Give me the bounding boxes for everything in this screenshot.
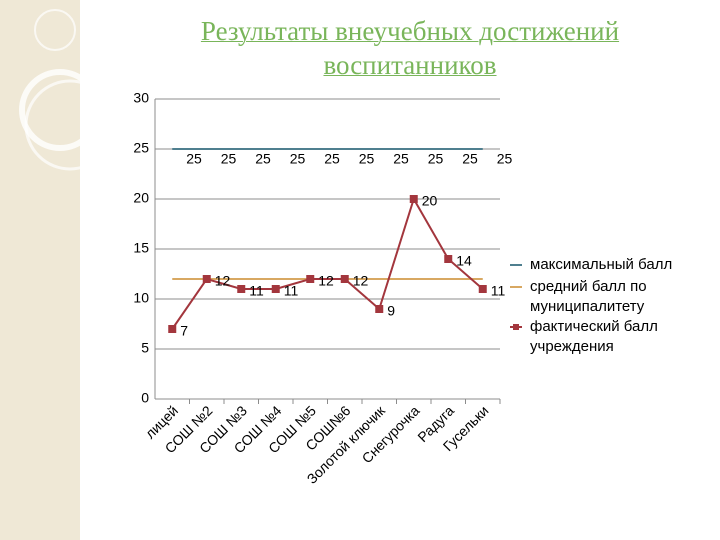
- legend-label: максимальный балл: [530, 256, 673, 273]
- point: [340, 275, 349, 283]
- data-label: 11: [491, 283, 506, 299]
- data-label: 9: [387, 303, 395, 319]
- data-label: 11: [249, 283, 264, 299]
- point: [237, 285, 246, 293]
- decor-circle: [34, 9, 76, 51]
- y-tick-label: 20: [133, 190, 149, 206]
- data-label: 25: [497, 151, 513, 167]
- point: [409, 195, 418, 203]
- point: [271, 285, 280, 293]
- legend-marker: [513, 324, 519, 330]
- legend-entry: фактический балл учреждения: [510, 317, 705, 357]
- y-tick-label: 25: [133, 140, 149, 156]
- point: [168, 325, 177, 333]
- point: [478, 285, 487, 293]
- data-label: 25: [186, 151, 202, 167]
- point: [202, 275, 211, 283]
- series-line: [171, 196, 484, 330]
- decor-circle: [19, 69, 101, 151]
- side-strip: [0, 0, 80, 540]
- legend-swatch: [510, 264, 522, 266]
- point: [306, 275, 315, 283]
- data-label: 25: [255, 151, 271, 167]
- data-label: 25: [393, 151, 409, 167]
- y-tick-label: 5: [141, 340, 149, 356]
- data-label: 25: [290, 151, 306, 167]
- legend-label: фактический балл учреждения: [530, 318, 658, 355]
- data-label: 14: [456, 253, 472, 269]
- data-label: 25: [324, 151, 340, 167]
- data-label: 25: [462, 151, 478, 167]
- chart-title: Результаты внеучебных достижений воспита…: [200, 16, 620, 80]
- decor-circle: [24, 79, 116, 171]
- data-label: 25: [428, 151, 444, 167]
- y-tick-label: 15: [133, 240, 149, 256]
- legend-entry: максимальный балл: [510, 255, 705, 275]
- legend-entry: средний балл по муниципалитету: [510, 277, 705, 317]
- data-label: 12: [353, 273, 369, 289]
- data-label: 12: [318, 273, 334, 289]
- data-label: 12: [215, 273, 231, 289]
- legend-label: средний балл по муниципалитету: [530, 278, 647, 315]
- point: [375, 305, 384, 313]
- data-label: 25: [221, 151, 237, 167]
- data-label: 11: [284, 283, 299, 299]
- y-tick-label: 0: [141, 390, 149, 406]
- legend-swatch: [510, 286, 522, 288]
- y-tick-label: 10: [133, 290, 149, 306]
- data-label: 7: [180, 323, 188, 339]
- data-label: 20: [422, 193, 438, 209]
- y-tick-label: 30: [133, 90, 149, 106]
- point: [444, 255, 453, 263]
- data-label: 25: [359, 151, 375, 167]
